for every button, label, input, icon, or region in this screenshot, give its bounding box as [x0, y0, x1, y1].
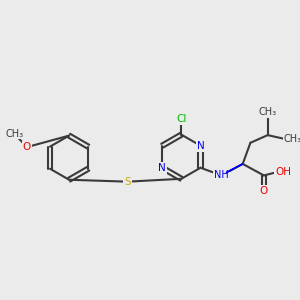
- Text: S: S: [124, 177, 131, 187]
- Text: Cl: Cl: [176, 114, 187, 124]
- Text: OH: OH: [275, 167, 291, 177]
- Text: O: O: [23, 142, 31, 152]
- Text: CH₃: CH₃: [284, 134, 300, 144]
- Text: NH: NH: [214, 170, 229, 180]
- Polygon shape: [226, 164, 243, 173]
- Text: CH₃: CH₃: [259, 107, 277, 117]
- Text: N: N: [158, 163, 166, 173]
- Text: N: N: [196, 141, 204, 151]
- Text: O: O: [260, 186, 268, 196]
- Text: CH₃: CH₃: [5, 129, 23, 139]
